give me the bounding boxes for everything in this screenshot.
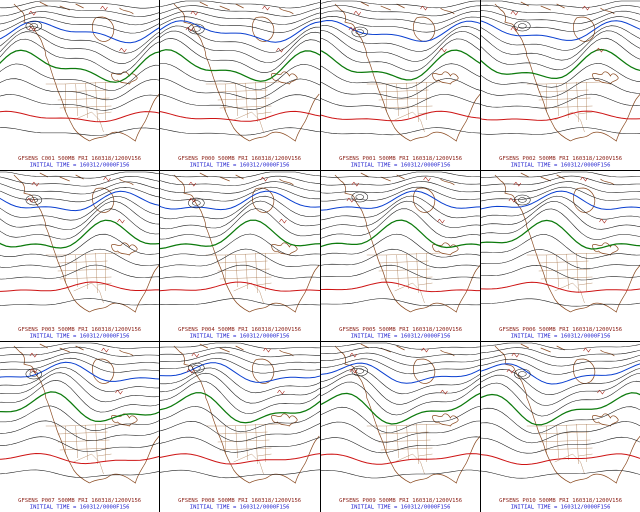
weather-map-canvas xyxy=(320,0,480,170)
map-panel-P005: GFSENS P005 500MB FRI 160318/1200V156 IN… xyxy=(320,171,480,341)
map-panel-P008: GFSENS P008 500MB FRI 160318/1200V156 IN… xyxy=(160,342,320,512)
weather-map-canvas xyxy=(480,0,640,170)
weather-map-canvas xyxy=(0,342,160,512)
weather-map-canvas xyxy=(0,171,160,341)
weather-map-canvas xyxy=(320,171,480,341)
weather-map-canvas xyxy=(320,342,480,512)
weather-map-canvas xyxy=(160,342,320,512)
map-panel-P007: GFSENS P007 500MB FRI 160318/1200V156 IN… xyxy=(0,342,160,512)
weather-map-canvas xyxy=(160,0,320,170)
map-panel-P010: GFSENS P010 500MB FRI 160318/1200V156 IN… xyxy=(480,342,640,512)
map-panel-P003: GFSENS P003 500MB FRI 160318/1200V156 IN… xyxy=(0,171,160,341)
weather-map-canvas xyxy=(480,342,640,512)
weather-map-canvas xyxy=(480,171,640,341)
map-panel-P009: GFSENS P009 500MB FRI 160318/1200V156 IN… xyxy=(320,342,480,512)
map-panel-P001: GFSENS P001 500MB FRI 160318/1200V156 IN… xyxy=(320,0,480,170)
weather-map-canvas xyxy=(0,0,160,170)
map-panel-P006: GFSENS P006 500MB FRI 160318/1200V156 IN… xyxy=(480,171,640,341)
map-panel-C001: GFSENS C001 500MB FRI 160318/1200V156 IN… xyxy=(0,0,160,170)
map-panel-P004: GFSENS P004 500MB FRI 160318/1200V156 IN… xyxy=(160,171,320,341)
map-panel-P002: GFSENS P002 500MB FRI 160318/1200V156 IN… xyxy=(480,0,640,170)
map-panel-P000: GFSENS P000 500MB FRI 160318/1200V156 IN… xyxy=(160,0,320,170)
weather-map-canvas xyxy=(160,171,320,341)
